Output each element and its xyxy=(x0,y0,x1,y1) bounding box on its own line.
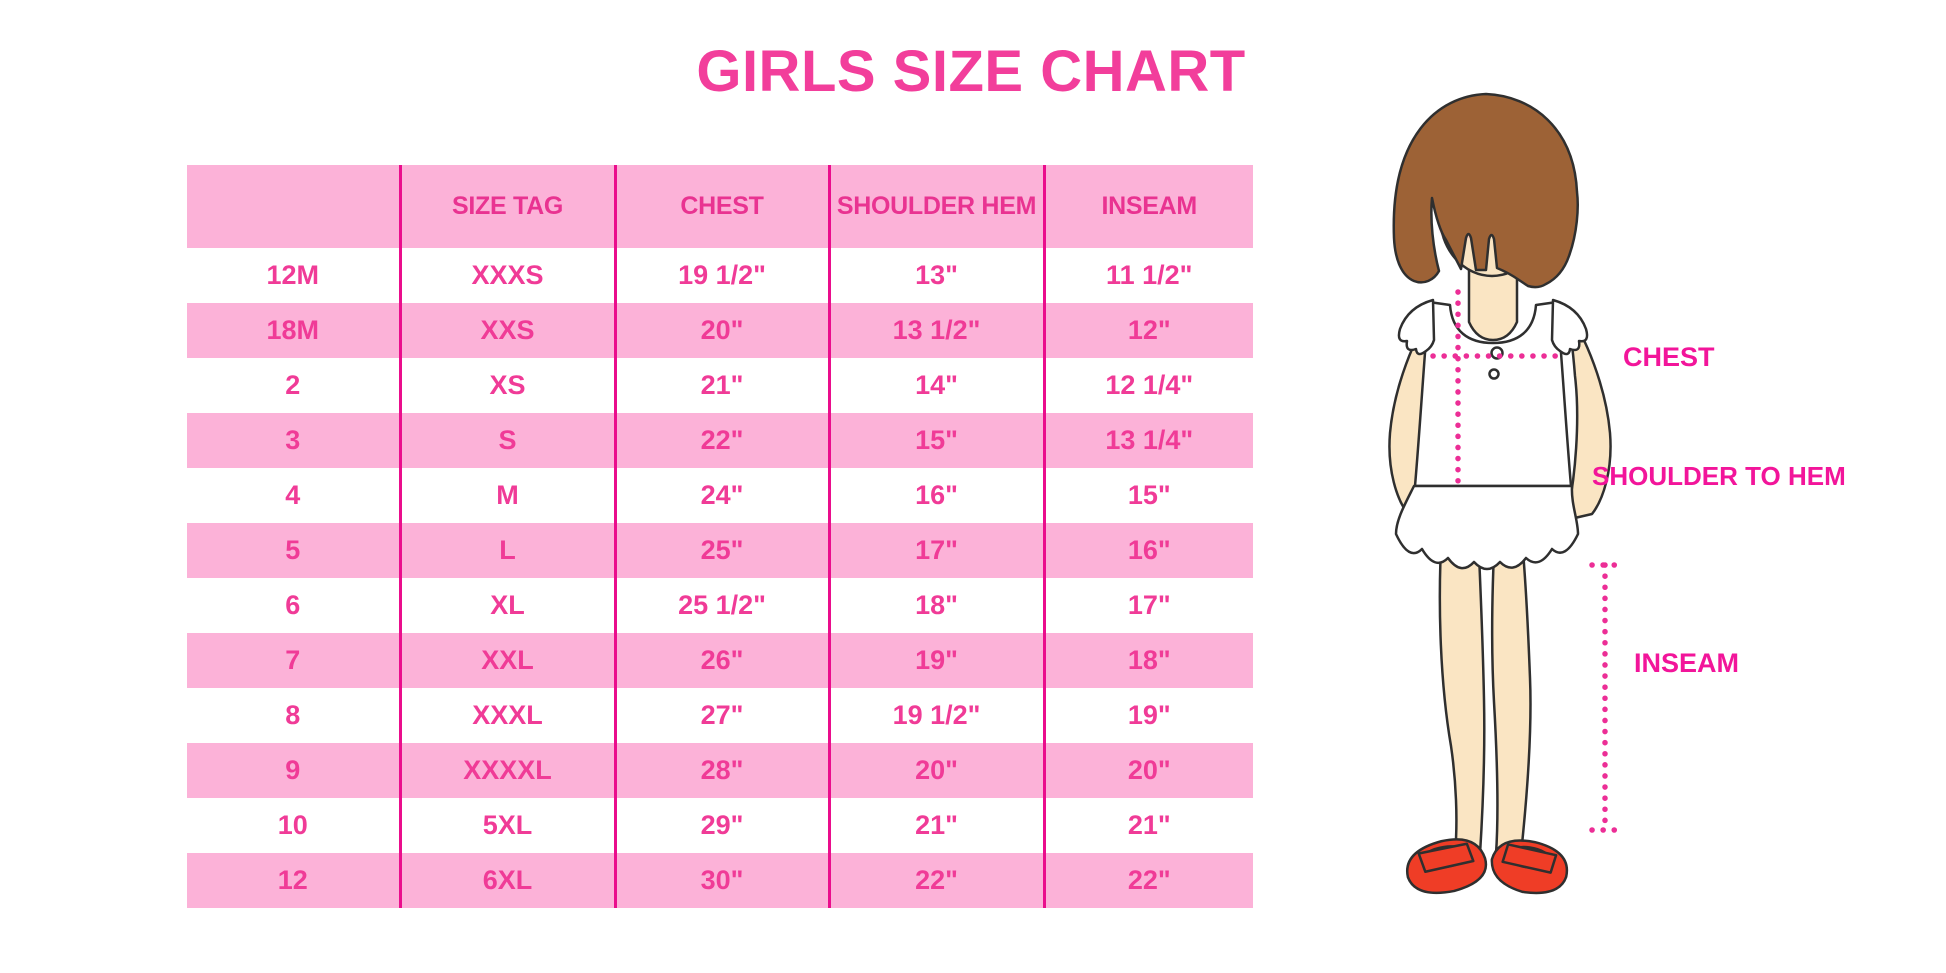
right-shoe xyxy=(1490,839,1569,895)
table-cell: 2 xyxy=(187,358,400,413)
column-header xyxy=(187,165,400,248)
table-row: 3 S 22" 15" 13 1/4" xyxy=(187,413,1253,468)
table-cell: 14" xyxy=(827,358,1044,413)
table-cell: 8 xyxy=(187,688,400,743)
table-cell: 3 xyxy=(187,413,400,468)
table-cell: 6XL xyxy=(398,853,615,908)
table-cell: 21" xyxy=(827,798,1044,853)
table-cell: 18M xyxy=(187,303,400,358)
left-sleeve-ruffle xyxy=(1397,298,1436,356)
table-cell: 13" xyxy=(827,248,1044,303)
right-leg xyxy=(1490,528,1532,856)
table-cell: 5 xyxy=(187,523,400,578)
table-cell: XXXXL xyxy=(398,743,615,798)
table-cell: 12 1/4" xyxy=(1042,358,1253,413)
table-cell: 18" xyxy=(1042,633,1253,688)
table-cell: XXL xyxy=(398,633,615,688)
column-header: INSEAM xyxy=(1042,165,1253,248)
column-header: SHOULDER HEM xyxy=(827,165,1044,248)
table-cell: 11 1/2" xyxy=(1042,248,1253,303)
girls-size-table: SIZE TAG CHEST SHOULDER HEM INSEAM 12M XXXS 1… xyxy=(187,165,1253,908)
left-shoe xyxy=(1405,838,1488,895)
chest-label: CHEST xyxy=(1623,342,1715,372)
table-cell: 29" xyxy=(613,798,829,853)
table-row: 2 XS 21" 14" 12 1/4" xyxy=(187,358,1253,413)
table-cell: XXS xyxy=(398,303,615,358)
table-body: 12M XXXS 19 1/2" 13" 11 1/2" 18M XXS 20" 13 1/2"… xyxy=(187,248,1253,908)
table-cell: 13 1/2" xyxy=(827,303,1044,358)
table-row: 4 M 24" 16" 15" xyxy=(187,468,1253,523)
table-row: 18M XXS 20" 13 1/2" 12" xyxy=(187,303,1253,358)
skirt-ruffle xyxy=(1394,484,1580,571)
table-cell: 19 1/2" xyxy=(827,688,1044,743)
inseam-label: INSEAM xyxy=(1634,648,1740,678)
table-cell: 19 1/2" xyxy=(613,248,829,303)
neck xyxy=(1467,256,1519,342)
table-cell: 20" xyxy=(613,303,829,358)
table-row: 5 L 25" 17" 16" xyxy=(187,523,1253,578)
table-cell: 13 1/4" xyxy=(1042,413,1253,468)
table-cell: XS xyxy=(398,358,615,413)
table-cell: 24" xyxy=(613,468,829,523)
table-cell: 5XL xyxy=(398,798,615,853)
table-cell: 30" xyxy=(613,853,829,908)
table-cell: 21" xyxy=(613,358,829,413)
table-cell: 12" xyxy=(1042,303,1253,358)
table-row: 12 6XL 30" 22" 22" xyxy=(187,853,1253,908)
table-cell: 18" xyxy=(827,578,1044,633)
table-cell: XXXS xyxy=(398,248,615,303)
hair xyxy=(1392,92,1579,289)
table-cell: XXXL xyxy=(398,688,615,743)
left-leg xyxy=(1438,526,1486,856)
column-header: SIZE TAG xyxy=(398,165,615,248)
table-cell: 12M xyxy=(187,248,400,303)
table-cell: S xyxy=(398,413,615,468)
table-cell: 12 xyxy=(187,853,400,908)
table-cell: 17" xyxy=(827,523,1044,578)
table-cell: 21" xyxy=(1042,798,1253,853)
table-row: 9 XXXXL 28" 20" 20" xyxy=(187,743,1253,798)
table-cell: 26" xyxy=(613,633,829,688)
table-cell: 25 1/2" xyxy=(613,578,829,633)
table-cell: XL xyxy=(398,578,615,633)
table-cell: 27" xyxy=(613,688,829,743)
dress-button-bottom xyxy=(1488,368,1500,380)
page-title: GIRLS SIZE CHART xyxy=(696,39,1246,104)
table-header: SIZE TAG CHEST SHOULDER HEM INSEAM xyxy=(187,165,1253,248)
column-header: CHEST xyxy=(613,165,829,248)
table-cell: M xyxy=(398,468,615,523)
table-cell: 16" xyxy=(1042,523,1253,578)
table-cell: 15" xyxy=(827,413,1044,468)
table-row: 6 XL 25 1/2" 18" 17" xyxy=(187,578,1253,633)
table-cell: 16" xyxy=(827,468,1044,523)
table-cell: 20" xyxy=(1042,743,1253,798)
table-cell: 22" xyxy=(827,853,1044,908)
girl-measurement-illustration xyxy=(1388,92,1621,895)
table-cell: 22" xyxy=(1042,853,1253,908)
table-cell: 22" xyxy=(613,413,829,468)
table-cell: 4 xyxy=(187,468,400,523)
table-cell: 19" xyxy=(1042,688,1253,743)
shoulder-to-hem-label: SHOULDER TO HEM xyxy=(1592,461,1846,491)
table-row: 10 5XL 29" 21" 21" xyxy=(187,798,1253,853)
header-row: SIZE TAG CHEST SHOULDER HEM INSEAM xyxy=(187,165,1253,248)
table-cell: 6 xyxy=(187,578,400,633)
table-cell: 20" xyxy=(827,743,1044,798)
table-cell: 28" xyxy=(613,743,829,798)
right-arm xyxy=(1564,308,1612,522)
table-cell: L xyxy=(398,523,615,578)
table-cell: 10 xyxy=(187,798,400,853)
right-sleeve-ruffle xyxy=(1550,298,1589,356)
table-cell: 7 xyxy=(187,633,400,688)
table-cell: 17" xyxy=(1042,578,1253,633)
table-row: 8 XXXL 27" 19 1/2" 19" xyxy=(187,688,1253,743)
table-row: 12M XXXS 19 1/2" 13" 11 1/2" xyxy=(187,248,1253,303)
table-cell: 15" xyxy=(1042,468,1253,523)
table-cell: 19" xyxy=(827,633,1044,688)
table-row: 7 XXL 26" 19" 18" xyxy=(187,633,1253,688)
table-cell: 9 xyxy=(187,743,400,798)
table-cell: 25" xyxy=(613,523,829,578)
